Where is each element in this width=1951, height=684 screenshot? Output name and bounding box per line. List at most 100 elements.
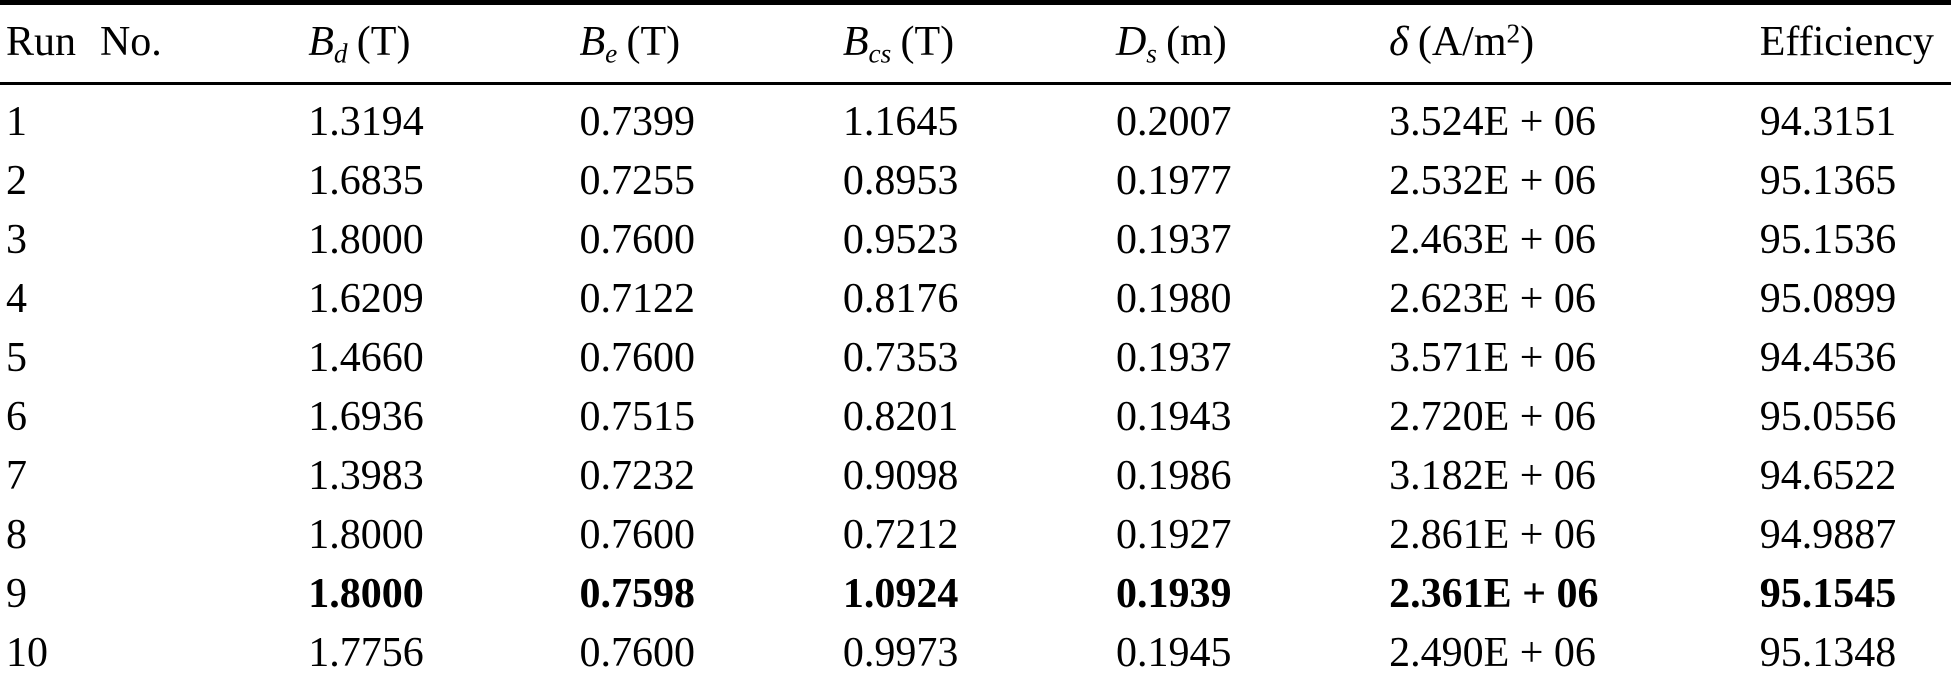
- cell-efficiency: 95.1365: [1759, 158, 1897, 204]
- cell-ds: 0.2007: [1115, 99, 1232, 145]
- cell-bd: 1.6936: [308, 394, 424, 440]
- cell-run: 5: [6, 335, 27, 381]
- cell-run: 2: [6, 158, 27, 204]
- cell-bd: 1.3194: [308, 99, 424, 145]
- table-row: 6 1.6936 0.7515 0.8201 0.1943 2.720E + 0…: [0, 388, 1951, 447]
- cell-run: 7: [6, 453, 27, 499]
- subscript: e: [605, 38, 618, 69]
- cell-run: 9: [6, 571, 27, 617]
- cell-be: 0.7598: [579, 571, 695, 617]
- cell-run: 8: [6, 512, 27, 558]
- header-bd: Bd (T): [308, 2, 580, 85]
- header-label: Run No.: [6, 19, 162, 65]
- cell-delta: 3.182E + 06: [1389, 453, 1596, 499]
- cell-delta: 2.361E + 06: [1389, 571, 1599, 617]
- cell-bcs: 0.7353: [842, 335, 959, 381]
- cell-bd: 1.8000: [308, 512, 424, 558]
- cell-bcs: 0.8176: [842, 276, 959, 322]
- cell-bd: 1.8000: [308, 571, 424, 617]
- table-row: 8 1.8000 0.7600 0.7212 0.1927 2.861E + 0…: [0, 506, 1951, 565]
- cell-be: 0.7600: [579, 335, 695, 381]
- cell-bd: 1.8000: [308, 217, 424, 263]
- unit-label: (m): [1166, 19, 1227, 65]
- cell-ds: 0.1937: [1115, 217, 1232, 263]
- table-row: 10 1.7756 0.7600 0.9973 0.1945 2.490E + …: [0, 623, 1951, 684]
- table-row: 2 1.6835 0.7255 0.8953 0.1977 2.532E + 0…: [0, 152, 1951, 211]
- cell-delta: 2.532E + 06: [1389, 158, 1596, 204]
- cell-delta: 2.861E + 06: [1389, 512, 1596, 558]
- table-body: 1 1.3194 0.7399 1.1645 0.2007 3.524E + 0…: [0, 84, 1951, 684]
- header-delta: δ (A/m2): [1389, 2, 1760, 85]
- cell-bcs: 0.8953: [842, 158, 959, 204]
- header-bcs: Bcs (T): [842, 2, 1116, 85]
- subscript: d: [333, 38, 348, 69]
- header-be: Be (T): [579, 2, 843, 85]
- cell-be: 0.7232: [579, 453, 695, 499]
- unit-label: (T): [626, 19, 681, 65]
- header-run-no: Run No.: [0, 2, 309, 85]
- cell-ds: 0.1943: [1115, 394, 1232, 440]
- cell-efficiency: 95.1545: [1759, 571, 1897, 617]
- cell-bd: 1.3983: [308, 453, 424, 499]
- cell-run: 6: [6, 394, 27, 440]
- table-row: 7 1.3983 0.7232 0.9098 0.1986 3.182E + 0…: [0, 447, 1951, 506]
- cell-ds: 0.1980: [1115, 276, 1232, 322]
- header-ds: Ds (m): [1115, 2, 1390, 85]
- subscript: s: [1146, 38, 1157, 69]
- unit-close-paren: ): [1520, 19, 1535, 65]
- cell-run: 10: [0, 623, 309, 684]
- cell-bcs: 0.9098: [842, 453, 959, 499]
- table-row: 1 1.3194 0.7399 1.1645 0.2007 3.524E + 0…: [0, 84, 1951, 152]
- cell-bd: 1.7756: [308, 623, 580, 684]
- cell-efficiency: 94.6522: [1759, 453, 1897, 499]
- symbol-bd: B: [308, 19, 334, 65]
- cell-bcs: 0.7212: [842, 512, 959, 558]
- cell-ds: 0.1986: [1115, 453, 1232, 499]
- unit-label: (T): [900, 19, 955, 65]
- cell-ds: 0.1977: [1115, 158, 1232, 204]
- symbol-ds: D: [1115, 19, 1147, 65]
- unit-label: (A/m: [1417, 19, 1507, 65]
- unit-superscript: 2: [1506, 18, 1521, 49]
- header-row: Run No. Bd (T) Be (T) Bcs (T) Ds (m) δ (A/m2)…: [0, 2, 1951, 85]
- cell-be: 0.7122: [579, 276, 695, 322]
- cell-be: 0.7255: [579, 158, 695, 204]
- cell-bcs: 1.0924: [842, 571, 959, 617]
- subscript: cs: [868, 38, 892, 69]
- cell-be: 0.7515: [579, 394, 695, 440]
- cell-efficiency: 94.3151: [1759, 99, 1897, 145]
- symbol-be: B: [579, 19, 606, 65]
- cell-bcs: 0.9973: [842, 623, 1116, 684]
- unit-label: (T): [356, 19, 411, 65]
- table-row: 4 1.6209 0.7122 0.8176 0.1980 2.623E + 0…: [0, 270, 1951, 329]
- cell-delta: 2.623E + 06: [1389, 276, 1596, 322]
- cell-bcs: 0.8201: [842, 394, 959, 440]
- cell-bd: 1.6835: [308, 158, 424, 204]
- cell-bcs: 0.9523: [842, 217, 959, 263]
- cell-delta: 2.463E + 06: [1389, 217, 1596, 263]
- cell-bcs: 1.1645: [842, 99, 959, 145]
- cell-bd: 1.6209: [308, 276, 424, 322]
- cell-be: 0.7600: [579, 512, 695, 558]
- table-row: 3 1.8000 0.7600 0.9523 0.1937 2.463E + 0…: [0, 211, 1951, 270]
- cell-run: 4: [6, 276, 27, 322]
- cell-delta: 2.720E + 06: [1389, 394, 1596, 440]
- cell-efficiency: 95.0899: [1759, 276, 1897, 322]
- table-row-best-result: 9 1.8000 0.7598 1.0924 0.1939 2.361E + 0…: [0, 565, 1951, 624]
- cell-efficiency: 95.1536: [1759, 217, 1897, 263]
- cell-bd: 1.4660: [308, 335, 424, 381]
- cell-run: 3: [6, 217, 27, 263]
- cell-efficiency: 94.4536: [1759, 335, 1897, 381]
- cell-efficiency: 95.0556: [1759, 394, 1897, 440]
- cell-be: 0.7399: [579, 99, 695, 145]
- cell-efficiency: 95.1348: [1759, 623, 1951, 684]
- cell-ds: 0.1937: [1115, 335, 1232, 381]
- cell-run: 1: [6, 99, 27, 145]
- cell-be: 0.7600: [579, 623, 843, 684]
- cell-efficiency: 94.9887: [1759, 512, 1897, 558]
- symbol-bcs: B: [842, 19, 869, 65]
- symbol-delta: δ: [1389, 19, 1409, 65]
- cell-delta: 3.571E + 06: [1389, 335, 1596, 381]
